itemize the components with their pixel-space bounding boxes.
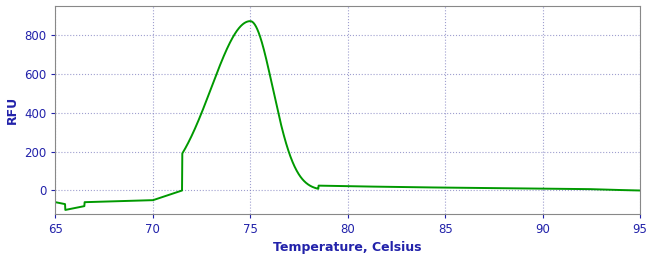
Y-axis label: RFU: RFU — [6, 96, 18, 124]
X-axis label: Temperature, Celsius: Temperature, Celsius — [274, 242, 422, 255]
